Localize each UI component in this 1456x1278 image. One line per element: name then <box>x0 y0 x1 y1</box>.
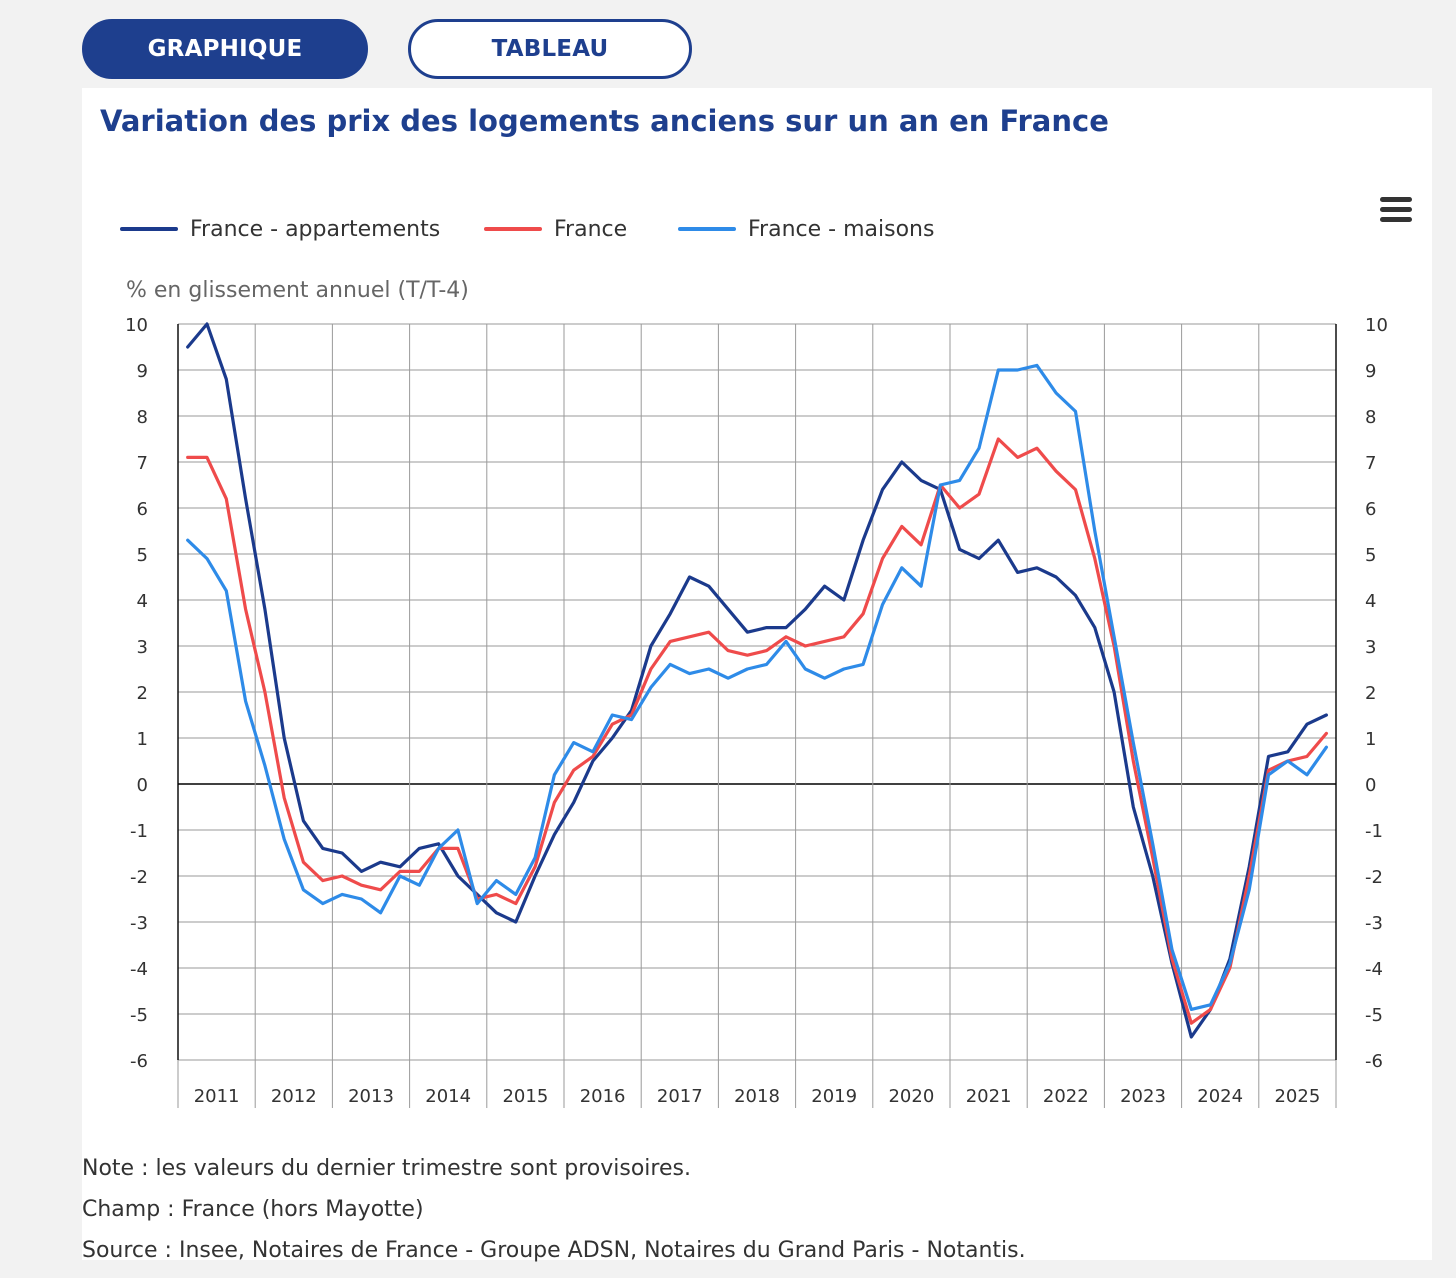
y-tick-label-right: 10 <box>1365 315 1388 336</box>
x-tick-label: 2020 <box>888 1086 934 1107</box>
x-tick-label: 2012 <box>271 1086 317 1107</box>
legend-label: France <box>554 216 628 242</box>
x-tick-label: 2019 <box>811 1086 857 1107</box>
y-tick-label-right: 6 <box>1365 499 1376 520</box>
x-tick-label: 2025 <box>1274 1086 1320 1107</box>
x-tick-label: 2023 <box>1120 1086 1166 1107</box>
series-line-1[interactable] <box>186 437 1329 1025</box>
y-tick-label-right: 4 <box>1365 591 1376 612</box>
y-tick-label-left: 3 <box>137 637 148 658</box>
x-tick-label: 2021 <box>966 1086 1012 1107</box>
tab-graphique[interactable]: GRAPHIQUE <box>82 19 368 79</box>
y-tick-label-right: 0 <box>1365 775 1376 796</box>
y-tick-label-left: 1 <box>137 729 148 750</box>
x-tick-label: 2024 <box>1197 1086 1243 1107</box>
series-line-0[interactable] <box>186 322 1329 1039</box>
chart-card: Variation des prix des logements anciens… <box>82 88 1432 1263</box>
x-tick-label: 2013 <box>348 1086 394 1107</box>
y-tick-label-left: 0 <box>137 775 148 796</box>
y-tick-label-left: -3 <box>130 913 148 934</box>
legend-swatch <box>120 227 178 231</box>
y-tick-label-right: -3 <box>1365 913 1383 934</box>
x-tick-label: 2011 <box>194 1086 240 1107</box>
y-tick-label-left: -6 <box>130 1051 148 1072</box>
tab-tableau[interactable]: TABLEAU <box>408 19 692 79</box>
y-tick-label-left: 5 <box>137 545 148 566</box>
chart-title: Variation des prix des logements anciens… <box>100 104 1109 138</box>
hamburger-menu-icon[interactable] <box>1378 192 1414 228</box>
y-tick-label-right: -2 <box>1365 867 1383 888</box>
line-chart: 10 109 98 87 76 65 54 43 32 21 10 0-1 -1-2 -2-3 -3-4 -4… <box>125 315 1388 1108</box>
legend-item-appartements[interactable]: France - appartements <box>120 214 440 244</box>
x-tick-label: 2022 <box>1043 1086 1089 1107</box>
x-tick-label: 2016 <box>580 1086 626 1107</box>
legend-item-france[interactable]: France <box>484 214 627 244</box>
footnotes: Note : les valeurs du dernier trimestre … <box>82 1148 1382 1271</box>
series-line-2[interactable] <box>186 363 1329 1012</box>
y-tick-label-left: 6 <box>137 499 148 520</box>
legend-label: France - maisons <box>748 216 935 242</box>
y-tick-label-right: 7 <box>1365 453 1376 474</box>
y-tick-label-right: -1 <box>1365 821 1383 842</box>
y-tick-label-right: 8 <box>1365 407 1376 428</box>
y-tick-label-right: 3 <box>1365 637 1376 658</box>
x-tick-label: 2018 <box>734 1086 780 1107</box>
y-tick-label-right: -6 <box>1365 1051 1383 1072</box>
x-tick-label: 2014 <box>425 1086 471 1107</box>
y-tick-label-right: -4 <box>1365 959 1383 980</box>
y-tick-label-right: 5 <box>1365 545 1376 566</box>
y-tick-label-right: -5 <box>1365 1005 1383 1026</box>
x-tick-label: 2017 <box>657 1086 703 1107</box>
y-axis-label: % en glissement annuel (T/T-4) <box>126 278 469 303</box>
y-tick-label-left: 7 <box>137 453 148 474</box>
legend-item-maisons[interactable]: France - maisons <box>678 214 934 244</box>
y-tick-label-left: -2 <box>130 867 148 888</box>
y-tick-label-right: 9 <box>1365 361 1376 382</box>
y-tick-label-left: 8 <box>137 407 148 428</box>
note-text: Note : les valeurs du dernier trimestre … <box>82 1156 691 1181</box>
y-tick-label-left: -5 <box>130 1005 148 1026</box>
y-tick-label-left: 2 <box>137 683 148 704</box>
champ-text: Champ : France (hors Mayotte) <box>82 1197 424 1222</box>
legend-swatch <box>484 227 542 231</box>
y-tick-label-left: 10 <box>125 315 148 336</box>
y-tick-label-right: 1 <box>1365 729 1376 750</box>
y-tick-label-left: 4 <box>137 591 148 612</box>
y-tick-label-left: -4 <box>130 959 148 980</box>
y-tick-label-left: 9 <box>137 361 148 382</box>
legend-label: France - appartements <box>190 216 441 242</box>
y-tick-label-left: -1 <box>130 821 148 842</box>
legend-swatch <box>678 227 736 231</box>
y-tick-label-right: 2 <box>1365 683 1376 704</box>
source-text: Source : Insee, Notaires de France - Gro… <box>82 1238 1026 1263</box>
x-tick-label: 2015 <box>502 1086 548 1107</box>
